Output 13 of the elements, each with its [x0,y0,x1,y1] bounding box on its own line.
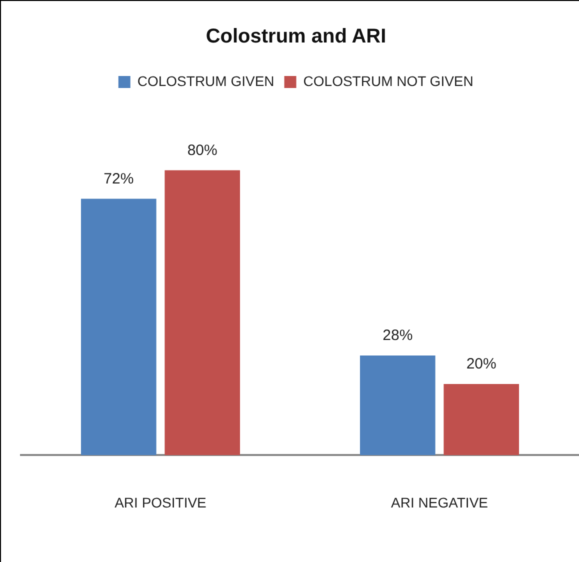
bar [360,355,436,456]
data-label: 72% [104,170,134,188]
x-tick-label: ARI NEGATIVE [391,494,488,510]
legend-label: COLOSTRUM GIVEN [137,72,274,89]
data-label: 80% [187,142,218,159]
bar [164,170,240,456]
chart-title: Colostrum and ARI [206,26,386,48]
x-tick-label: ARI POSITIVE [114,494,206,510]
data-label: 20% [466,356,496,373]
bar [80,198,156,456]
data-label: 28% [382,327,413,344]
legend-label: COLOSTRUM NOT GIVEN [303,72,474,89]
bar [444,384,520,456]
